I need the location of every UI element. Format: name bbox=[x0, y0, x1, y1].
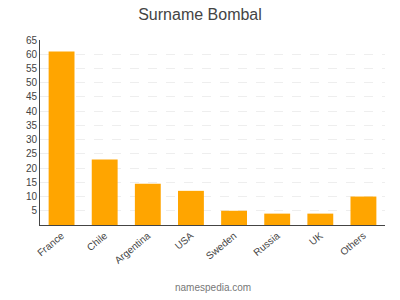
svg-text:Russia: Russia bbox=[251, 230, 282, 258]
svg-text:65: 65 bbox=[26, 35, 38, 46]
svg-text:Argentina: Argentina bbox=[112, 230, 152, 266]
svg-text:USA: USA bbox=[173, 230, 196, 252]
svg-text:45: 45 bbox=[26, 91, 38, 102]
svg-text:40: 40 bbox=[26, 106, 38, 117]
svg-text:20: 20 bbox=[26, 163, 38, 174]
svg-text:50: 50 bbox=[26, 77, 38, 88]
svg-text:60: 60 bbox=[26, 49, 38, 60]
svg-text:Surname Bombal: Surname Bombal bbox=[138, 6, 262, 23]
svg-text:Sweden: Sweden bbox=[204, 230, 239, 262]
svg-text:30: 30 bbox=[26, 134, 38, 145]
svg-text:France: France bbox=[35, 230, 66, 259]
svg-text:5: 5 bbox=[31, 205, 37, 216]
svg-text:15: 15 bbox=[26, 177, 38, 188]
svg-text:55: 55 bbox=[26, 63, 38, 74]
svg-text:namespedia.com: namespedia.com bbox=[175, 282, 251, 293]
svg-text:Others: Others bbox=[338, 230, 368, 258]
svg-text:10: 10 bbox=[26, 191, 38, 202]
svg-text:25: 25 bbox=[26, 148, 38, 159]
svg-text:Chile: Chile bbox=[85, 230, 110, 253]
svg-text:35: 35 bbox=[26, 120, 38, 131]
svg-text:UK: UK bbox=[307, 230, 325, 248]
